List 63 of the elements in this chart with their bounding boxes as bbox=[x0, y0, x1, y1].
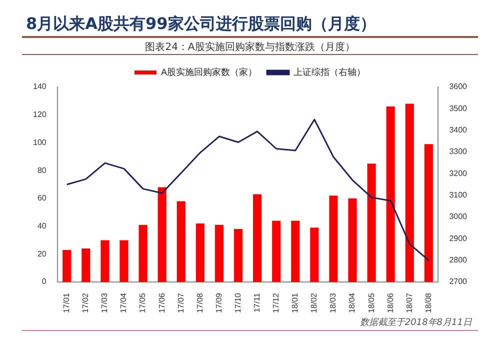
y-tick-label: 60 bbox=[37, 194, 47, 203]
bar bbox=[272, 220, 281, 282]
bar bbox=[176, 201, 186, 282]
y-tick-label: 40 bbox=[37, 221, 47, 230]
x-tick-label: 17/11 bbox=[252, 292, 262, 312]
x-tick-label: 18/03 bbox=[328, 292, 338, 314]
bar bbox=[253, 194, 262, 282]
bar bbox=[348, 198, 357, 282]
bar bbox=[405, 104, 414, 282]
bar bbox=[214, 224, 224, 282]
y2-tick-label: 2700 bbox=[449, 277, 468, 286]
legend-label: A股实施回购家数（家） bbox=[161, 66, 258, 77]
bar bbox=[291, 220, 300, 282]
y2-tick-label: 3500 bbox=[449, 104, 468, 113]
x-tick-label: 17/09 bbox=[214, 292, 224, 314]
x-tick-label: 17/02 bbox=[81, 292, 90, 314]
x-tick-label: 17/07 bbox=[176, 292, 186, 314]
bar bbox=[62, 250, 72, 282]
x-tick-label: 18/07 bbox=[404, 292, 414, 314]
chart-subtitle: 图表24：A股实施回购家数与指数涨跌（月度） bbox=[144, 40, 356, 54]
x-tick-label: 17/10 bbox=[233, 292, 242, 314]
bar bbox=[367, 164, 376, 282]
bar bbox=[82, 248, 90, 282]
bar bbox=[310, 228, 319, 282]
bar bbox=[329, 196, 338, 282]
x-tick-label: 18/06 bbox=[386, 292, 395, 314]
x-tick-label: 17/05 bbox=[138, 292, 148, 314]
y-tick-label: 0 bbox=[42, 277, 47, 286]
y-tick-label: 80 bbox=[37, 166, 47, 175]
y2-tick-label: 2800 bbox=[449, 256, 468, 265]
x-tick-label: 18/08 bbox=[424, 292, 433, 314]
x-tick-label: 17/03 bbox=[100, 292, 110, 314]
y2-tick-label: 3200 bbox=[449, 168, 468, 178]
x-tick-label: 18/02 bbox=[310, 292, 319, 314]
x-tick-label: 17/08 bbox=[195, 292, 204, 314]
y2-tick-label: 3000 bbox=[449, 212, 468, 222]
bar bbox=[424, 144, 433, 282]
x-tick-label: 18/05 bbox=[366, 292, 376, 314]
x-tick-label: 17/01 bbox=[62, 292, 72, 314]
y2-tick-label: 3100 bbox=[449, 190, 468, 200]
bar bbox=[234, 229, 243, 282]
bar bbox=[138, 224, 148, 282]
y2-tick-label: 2900 bbox=[449, 234, 468, 243]
bar bbox=[100, 240, 110, 282]
bar bbox=[196, 223, 204, 282]
y2-tick-label: 3600 bbox=[449, 82, 468, 92]
chart-title: 8月以来A股共有99家公司进行股票回购（月度） bbox=[26, 14, 376, 35]
x-tick-label: 17/06 bbox=[157, 292, 166, 314]
bar bbox=[386, 106, 395, 282]
x-tick-label: 17/04 bbox=[119, 292, 128, 314]
y2-tick-label: 3300 bbox=[449, 147, 468, 156]
y-tick-label: 100 bbox=[32, 138, 47, 147]
text: 数据截至于2018年8月11日 bbox=[360, 316, 472, 329]
y-tick-label: 120 bbox=[32, 110, 47, 120]
y2-tick-label: 3400 bbox=[449, 126, 468, 135]
x-tick-label: 17/12 bbox=[272, 292, 281, 314]
bar bbox=[158, 187, 166, 282]
bar bbox=[120, 240, 128, 282]
y-tick-label: 140 bbox=[32, 82, 47, 92]
x-tick-label: 18/01 bbox=[290, 292, 300, 314]
legend-label: 上证综指（右轴） bbox=[294, 66, 366, 77]
y-tick-label: 20 bbox=[37, 249, 47, 258]
x-tick-label: 18/04 bbox=[348, 292, 357, 314]
